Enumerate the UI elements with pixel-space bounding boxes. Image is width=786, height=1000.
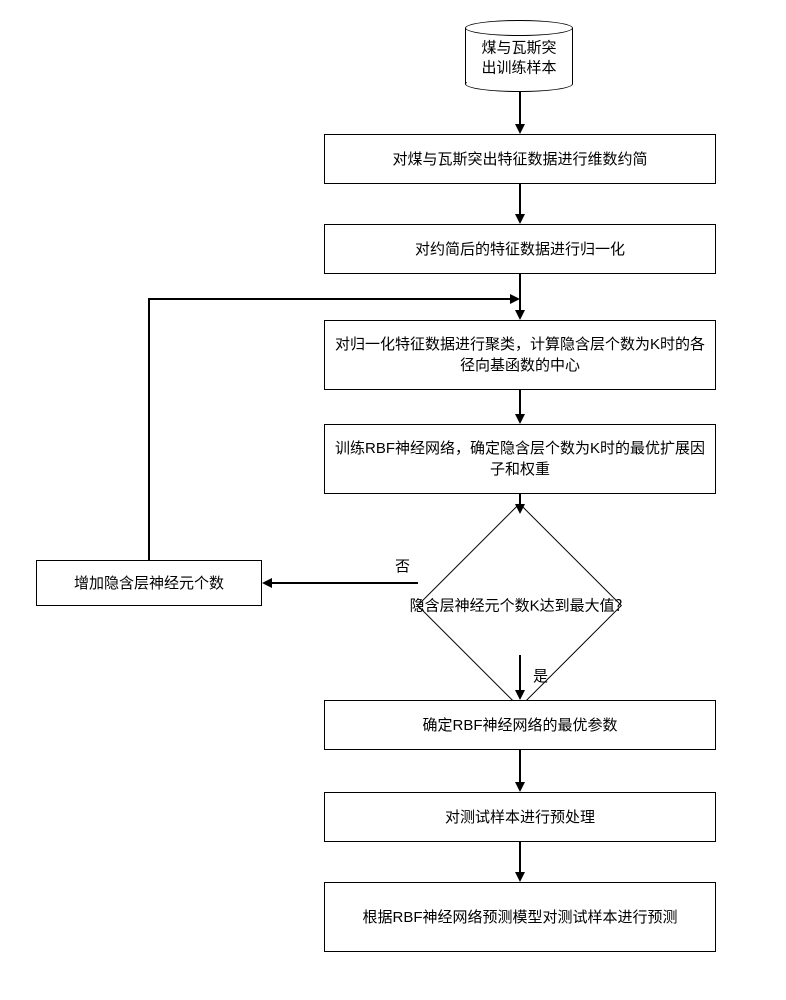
process-5: 增加隐含层神经元个数 bbox=[36, 560, 262, 606]
process-1: 对煤与瓦斯突出特征数据进行维数约简 bbox=[324, 134, 716, 184]
process-2: 对约简后的特征数据进行归一化 bbox=[324, 224, 716, 274]
arrow-n7-n8 bbox=[519, 842, 521, 874]
process-1-text: 对煤与瓦斯突出特征数据进行维数约简 bbox=[392, 149, 647, 170]
arrow-n5-up bbox=[148, 298, 150, 560]
process-8-text: 根据RBF神经网络预测模型对测试样本进行预测 bbox=[362, 907, 677, 928]
label-yes: 是 bbox=[533, 665, 548, 686]
arrowhead-d1-n5 bbox=[262, 578, 272, 588]
process-3-text: 对归一化特征数据进行聚类，计算隐含层个数为K时的各径向基函数的中心 bbox=[335, 334, 705, 376]
process-6-text: 确定RBF神经网络的最优参数 bbox=[422, 715, 617, 736]
arrow-n3-n4 bbox=[519, 390, 521, 416]
arrow-n1-n2 bbox=[519, 184, 521, 216]
arrow-n5-right bbox=[148, 298, 513, 300]
arrow-n2-n3 bbox=[519, 274, 521, 312]
process-4: 训练RBF神经网络，确定隐含层个数为K时的最优扩展因子和权重 bbox=[324, 424, 716, 494]
cylinder-top bbox=[465, 20, 573, 36]
arrowhead-n7-n8 bbox=[515, 872, 525, 882]
process-7-text: 对测试样本进行预处理 bbox=[445, 807, 595, 828]
arrow-n6-n7 bbox=[519, 750, 521, 784]
arrowhead-n3-n4 bbox=[515, 414, 525, 424]
arrowhead-n6-n7 bbox=[515, 782, 525, 792]
process-3: 对归一化特征数据进行聚类，计算隐含层个数为K时的各径向基函数的中心 bbox=[324, 320, 716, 390]
process-5-text: 增加隐含层神经元个数 bbox=[74, 573, 224, 594]
arrow-d1-n6b bbox=[519, 655, 521, 693]
process-4-text: 训练RBF神经网络，确定隐含层个数为K时的最优扩展因子和权重 bbox=[335, 438, 705, 480]
arrowhead-start-n1 bbox=[515, 124, 525, 134]
arrowhead-n4-d1 bbox=[515, 504, 525, 514]
arrowhead-n5-feedback bbox=[510, 294, 520, 304]
arrowhead-n1-n2 bbox=[515, 214, 525, 224]
arrow-d1-n5 bbox=[270, 582, 418, 584]
start-node: 煤与瓦斯突出训练样本 bbox=[465, 28, 573, 84]
process-7: 对测试样本进行预处理 bbox=[324, 792, 716, 842]
arrowhead-d1-n6 bbox=[515, 690, 525, 700]
start-text: 煤与瓦斯突出训练样本 bbox=[465, 38, 573, 77]
process-2-text: 对约简后的特征数据进行归一化 bbox=[415, 239, 625, 260]
process-8: 根据RBF神经网络预测模型对测试样本进行预测 bbox=[324, 882, 716, 952]
label-no: 否 bbox=[395, 555, 410, 576]
process-6: 确定RBF神经网络的最优参数 bbox=[324, 700, 716, 750]
arrowhead-n2-n3 bbox=[515, 310, 525, 320]
decision-1-text: 隐含层神经元个数K达到最大值？ bbox=[390, 596, 650, 616]
arrow-start-n1 bbox=[519, 92, 521, 126]
